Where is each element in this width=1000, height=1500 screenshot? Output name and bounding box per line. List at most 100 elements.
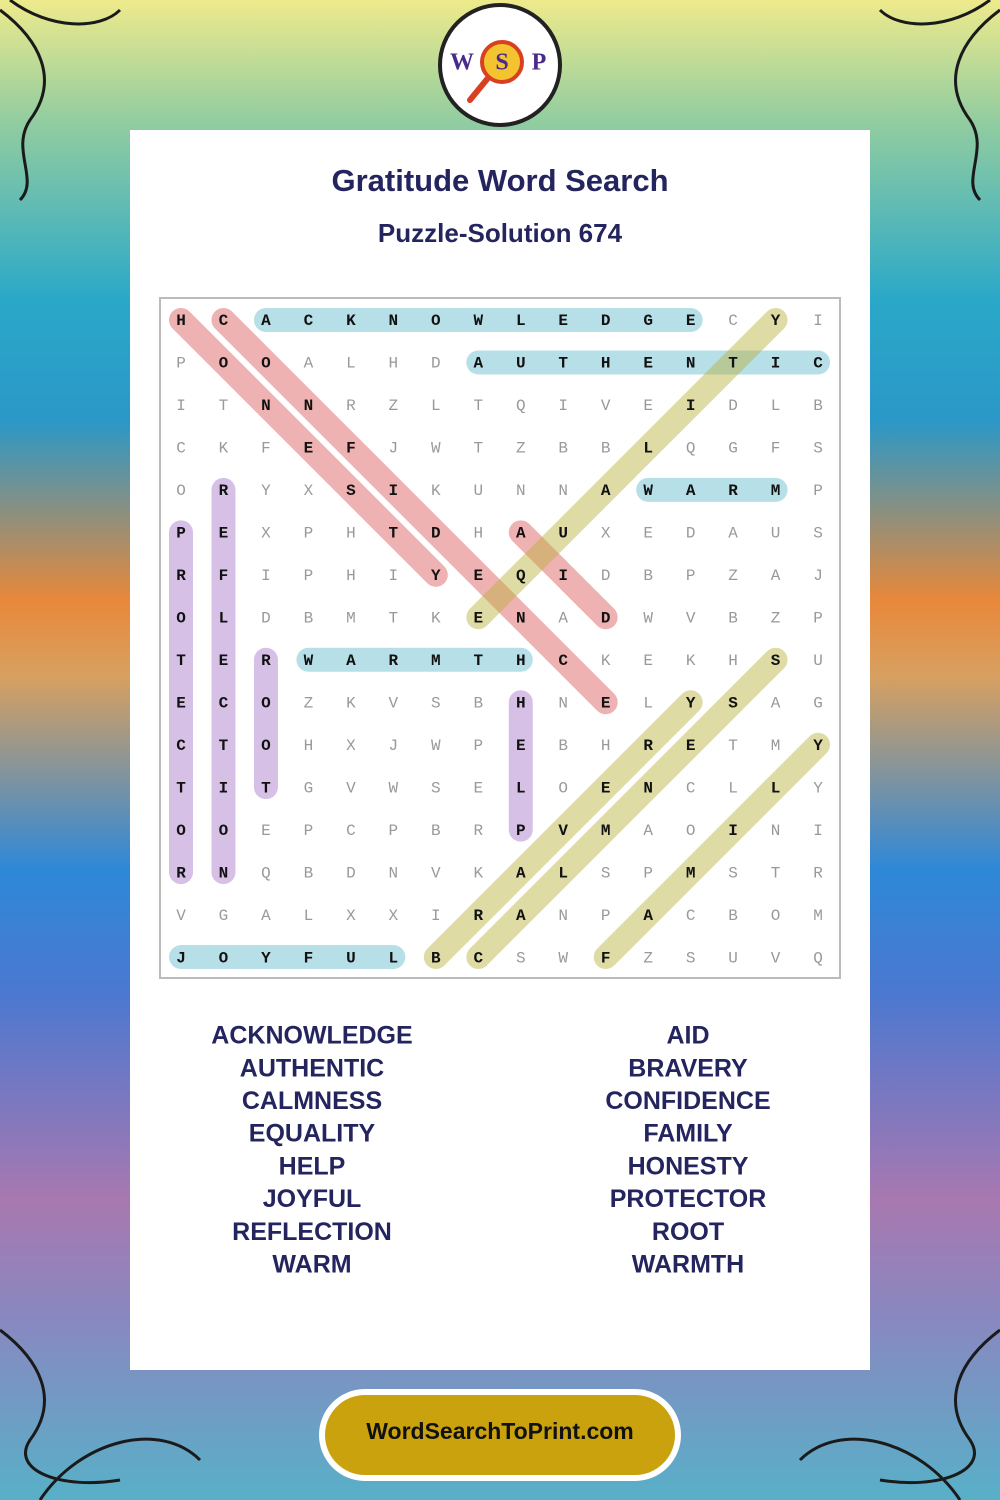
grid-letter: C [176, 737, 186, 755]
grid-letter: E [219, 525, 229, 543]
grid-letter: Y [813, 779, 823, 797]
grid-letter: I [813, 822, 823, 840]
grid-letter: L [558, 864, 568, 882]
grid-letter: E [304, 440, 314, 458]
grid-letter: E [601, 779, 611, 797]
grid-letter: N [219, 864, 229, 882]
grid-letter: N [389, 864, 399, 882]
grid-letter: J [813, 567, 823, 585]
grid-letter: L [219, 610, 229, 628]
grid-letter: N [516, 610, 526, 628]
grid-letter: E [473, 610, 483, 628]
grid-letter: I [389, 567, 399, 585]
grid-letter: I [219, 779, 229, 797]
highlight [508, 520, 618, 630]
grid-letter: K [686, 652, 696, 670]
footer-button[interactable] [319, 1389, 681, 1481]
grid-letter: E [473, 779, 483, 797]
highlights [169, 308, 831, 970]
grid-letter: E [686, 312, 696, 330]
grid-letter: W [431, 737, 441, 755]
grid-letter: A [261, 312, 271, 330]
grid-letter: D [431, 525, 441, 543]
grid-letter: U [558, 525, 568, 543]
grid-letter: L [516, 312, 526, 330]
grid-letter: L [771, 779, 781, 797]
grid-letter: N [771, 822, 781, 840]
grid-letter: O [219, 949, 229, 967]
highlight [211, 308, 618, 715]
grid-letter: T [261, 779, 271, 797]
grid-letter: C [728, 312, 738, 330]
grid-letter: E [601, 694, 611, 712]
grid-letter: U [728, 949, 738, 967]
grid-letter: O [261, 737, 271, 755]
grid-letter: S [516, 949, 526, 967]
grid-letter: H [346, 525, 356, 543]
grid-letter: F [219, 567, 229, 585]
grid-letter: C [686, 907, 696, 925]
word: EQUALITY [249, 1120, 376, 1148]
grid-letter: H [516, 694, 526, 712]
grid-letter: H [516, 652, 526, 670]
grid-letter: R [176, 864, 186, 882]
grid-letter: P [686, 567, 696, 585]
grid-letter: Z [304, 694, 314, 712]
grid-letter: M [813, 907, 823, 925]
grid-letter: J [176, 949, 186, 967]
word: AUTHENTIC [240, 1054, 384, 1082]
grid-letter: H [473, 525, 483, 543]
grid-letter: V [558, 822, 568, 840]
grid-letter: L [771, 397, 781, 415]
grid-letter: P [389, 822, 399, 840]
grid-letter: P [813, 610, 823, 628]
grid-letter: K [601, 652, 611, 670]
grid-letter: M [771, 737, 781, 755]
highlight [423, 690, 703, 970]
logo-letter: S [495, 50, 508, 76]
grid-letter: T [219, 397, 229, 415]
grid-letter: L [516, 779, 526, 797]
grid-letter: K [219, 440, 229, 458]
grid: H C A C K N O W L E D G E C Y I P O O A L H D A U T H E N T I C I T N N R Z L T… [176, 312, 823, 967]
grid-letter: Q [261, 864, 271, 882]
grid-letter: T [389, 610, 399, 628]
highlight [593, 732, 831, 970]
word: FAMILY [643, 1120, 733, 1148]
grid-letter: I [176, 397, 186, 415]
footer-link[interactable]: WordSearchToPrint.com [366, 1418, 634, 1444]
grid-letter: A [771, 567, 781, 585]
grid-letter: F [346, 440, 356, 458]
grid-letter: M [686, 864, 696, 882]
grid-letter: S [431, 694, 441, 712]
highlight [169, 308, 448, 587]
grid-letter: B [431, 822, 441, 840]
grid-letter: P [516, 822, 526, 840]
grid-letter: U [516, 355, 526, 373]
word: HELP [279, 1152, 346, 1180]
grid-letter: T [176, 652, 186, 670]
grid-letter: R [473, 907, 483, 925]
grid-letter: K [473, 864, 483, 882]
grid-letter: I [771, 355, 781, 373]
grid-letter: Y [813, 737, 823, 755]
grid-frame [159, 297, 841, 979]
grid-letter: O [431, 312, 441, 330]
grid-letter: S [771, 652, 781, 670]
grid-letter: C [473, 949, 483, 967]
grid-letter: L [728, 779, 738, 797]
grid-letter: S [813, 440, 823, 458]
grid-letter: B [728, 610, 738, 628]
grid-letter: C [219, 312, 229, 330]
grid-letter: L [346, 355, 356, 373]
grid-letter: P [643, 864, 653, 882]
grid-letter: E [558, 312, 568, 330]
grid-letter: G [728, 440, 738, 458]
word: CONFIDENCE [605, 1087, 770, 1115]
grid-letter: S [346, 482, 356, 500]
grid-letter: Z [389, 397, 399, 415]
grid-letter: V [346, 779, 356, 797]
grid-letter: T [219, 737, 229, 755]
